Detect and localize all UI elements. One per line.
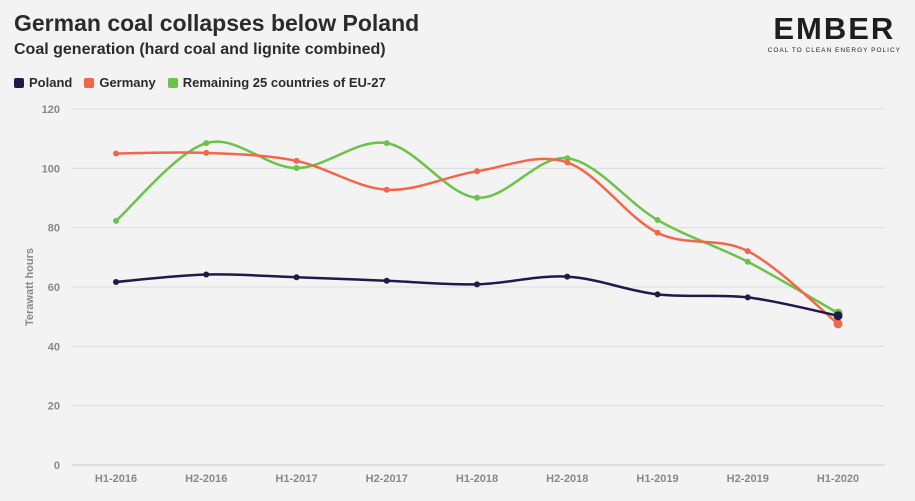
data-point-eu25[interactable] bbox=[113, 217, 119, 224]
chart-subtitle: Coal generation (hard coal and lignite c… bbox=[14, 41, 386, 58]
data-point-poland[interactable] bbox=[654, 291, 661, 298]
y-axis-label: Terawatt hours bbox=[24, 248, 36, 326]
data-point-germany[interactable] bbox=[383, 186, 390, 193]
x-tick-label: H2-2017 bbox=[366, 473, 408, 485]
data-point-poland[interactable] bbox=[293, 274, 300, 281]
x-tick-label: H1-2019 bbox=[636, 473, 678, 485]
data-point-germany[interactable] bbox=[654, 229, 661, 236]
data-point-poland[interactable] bbox=[113, 278, 119, 285]
y-tick-label: 120 bbox=[42, 104, 60, 116]
data-point-poland[interactable] bbox=[564, 273, 571, 280]
series-line-germany[interactable] bbox=[115, 151, 839, 325]
data-point-poland[interactable] bbox=[744, 294, 751, 301]
legend-label-eu25: Remaining 25 countries of EU-27 bbox=[182, 75, 386, 90]
x-tick-label: H1-2020 bbox=[817, 473, 859, 485]
x-tick-label: H1-2018 bbox=[456, 473, 498, 485]
data-point-poland[interactable] bbox=[203, 271, 210, 278]
x-tick-label: H1-2017 bbox=[275, 473, 317, 485]
data-point-germany[interactable] bbox=[474, 168, 480, 175]
logo-tagline: COAL TO CLEAN ENERGY POLICY bbox=[767, 47, 901, 54]
chart-title: German coal collapses below Poland bbox=[14, 10, 420, 36]
legend-swatch-germany bbox=[84, 77, 95, 88]
legend-label-poland: Poland bbox=[29, 75, 73, 90]
data-point-germany[interactable] bbox=[744, 248, 751, 255]
x-tick-label: H2-2019 bbox=[727, 473, 769, 485]
data-point-eu25[interactable] bbox=[654, 216, 661, 223]
data-point-germany[interactable] bbox=[203, 149, 210, 156]
y-tick-label: 40 bbox=[48, 341, 60, 353]
y-tick-label: 80 bbox=[48, 223, 60, 235]
series-points bbox=[113, 140, 843, 329]
data-point-eu25[interactable] bbox=[564, 155, 571, 162]
data-point-poland[interactable] bbox=[833, 311, 843, 321]
data-point-eu25[interactable] bbox=[744, 258, 751, 265]
y-tick-label: 100 bbox=[42, 163, 60, 175]
data-point-poland[interactable] bbox=[383, 277, 390, 284]
y-tick-label: 60 bbox=[48, 282, 60, 294]
data-point-germany[interactable] bbox=[833, 319, 843, 329]
data-point-poland[interactable] bbox=[474, 281, 480, 288]
series-line-poland[interactable] bbox=[115, 273, 839, 318]
data-point-eu25[interactable] bbox=[203, 140, 210, 147]
y-tick-label: 20 bbox=[48, 401, 60, 413]
grid-lines bbox=[72, 108, 885, 466]
legend: Poland Germany Remaining 25 countries of… bbox=[14, 75, 386, 90]
data-point-germany[interactable] bbox=[293, 157, 300, 164]
data-point-eu25[interactable] bbox=[474, 194, 480, 201]
legend-item-poland[interactable]: Poland bbox=[14, 75, 72, 90]
x-tick-label: H2-2018 bbox=[546, 473, 588, 485]
x-axis-ticks: H1-2016 H2-2016 H1-2017 H2-2017 H1-2018 H2-20… bbox=[95, 473, 859, 485]
data-point-eu25[interactable] bbox=[293, 165, 300, 172]
legend-swatch-eu25 bbox=[167, 77, 178, 88]
data-point-germany[interactable] bbox=[113, 150, 119, 157]
ember-logo: EMBER COAL TO CLEAN ENERGY POLICY bbox=[767, 11, 901, 55]
legend-item-germany[interactable]: Germany bbox=[84, 75, 156, 90]
x-tick-label: H1-2016 bbox=[95, 473, 137, 485]
y-tick-label: 0 bbox=[54, 460, 60, 472]
x-tick-label: H2-2016 bbox=[185, 473, 227, 485]
legend-swatch-poland bbox=[14, 77, 24, 88]
logo-wordmark: EMBER bbox=[773, 11, 896, 46]
y-axis-ticks: 0 20 40 60 80 100 120 bbox=[42, 104, 60, 472]
legend-label-germany: Germany bbox=[99, 75, 156, 90]
legend-item-eu25[interactable]: Remaining 25 countries of EU-27 bbox=[167, 75, 386, 90]
data-point-germany[interactable] bbox=[564, 159, 571, 166]
data-point-eu25[interactable] bbox=[383, 140, 390, 147]
